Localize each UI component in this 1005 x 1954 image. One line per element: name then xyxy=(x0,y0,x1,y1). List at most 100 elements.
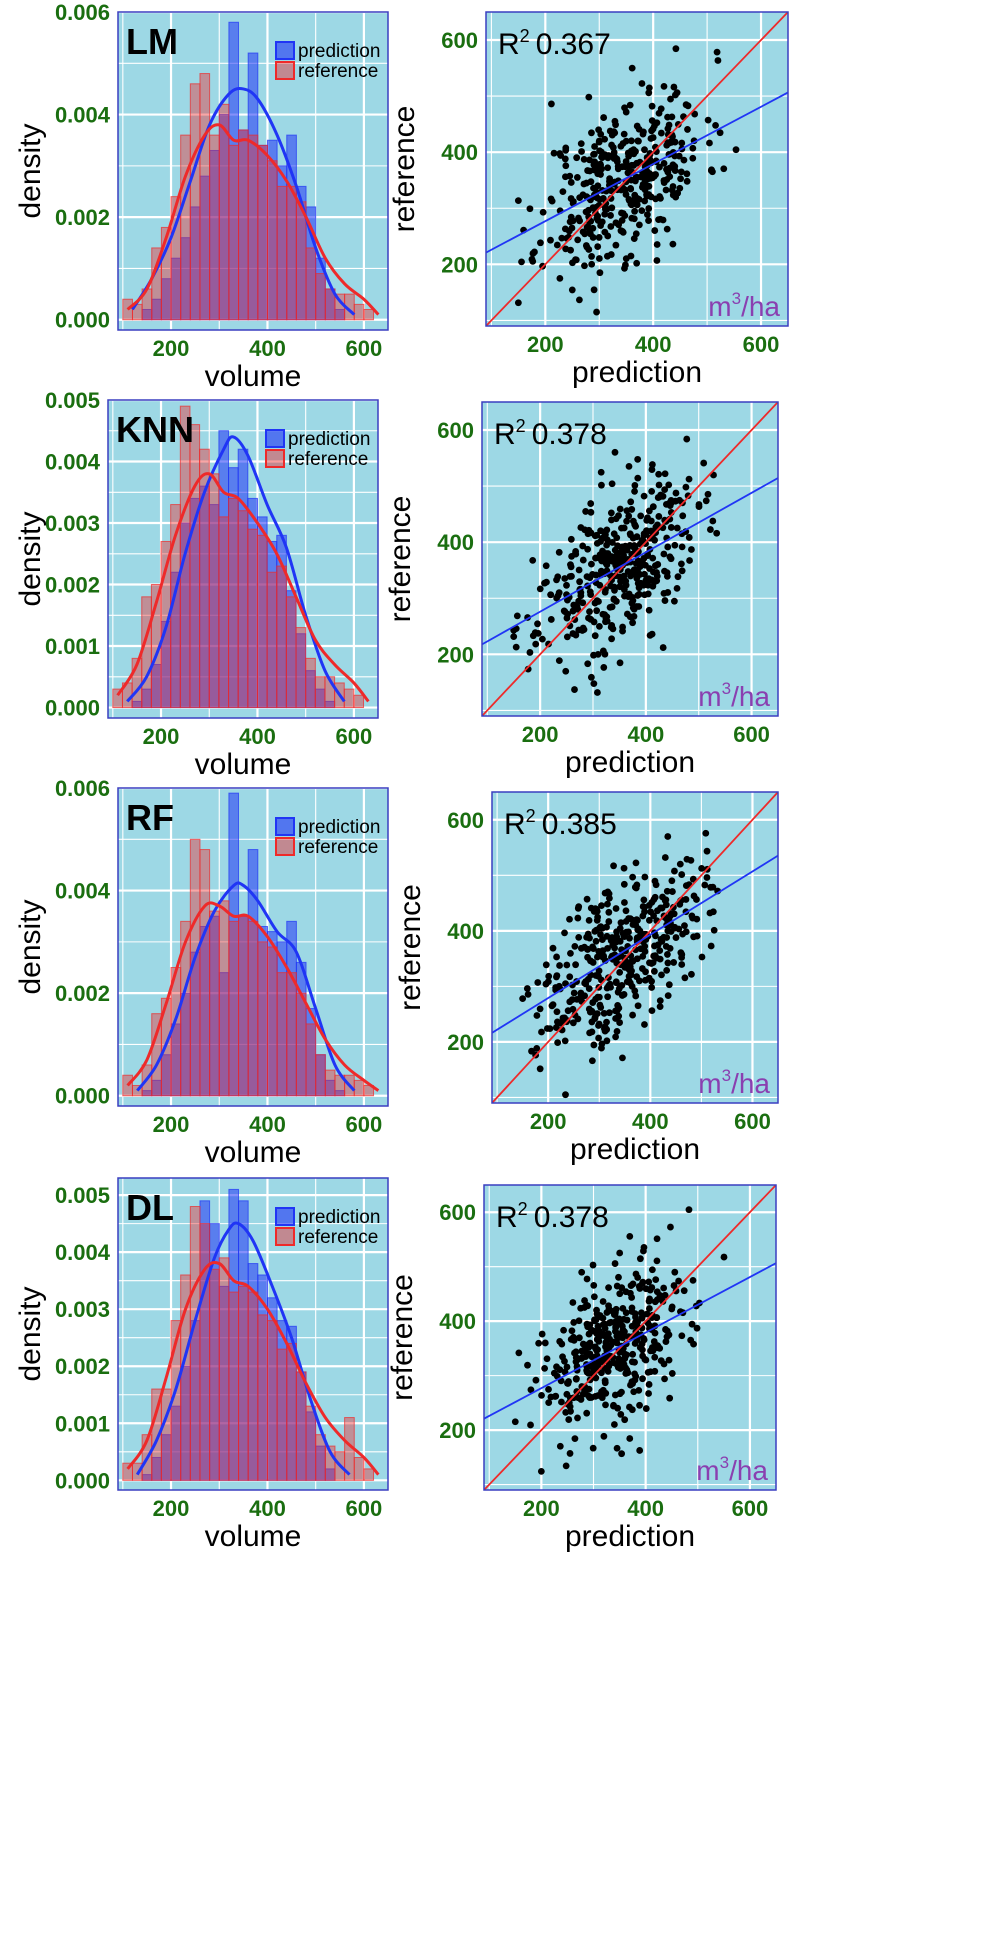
data-point xyxy=(588,260,596,268)
data-point xyxy=(686,557,693,564)
data-point xyxy=(592,995,600,1003)
reference-bar xyxy=(295,1371,307,1481)
data-point xyxy=(570,989,578,997)
data-point xyxy=(532,640,540,648)
data-point xyxy=(635,221,643,229)
prediction-density-curve xyxy=(136,881,356,1092)
unit-sup: 3 xyxy=(720,1453,729,1472)
data-point xyxy=(568,552,575,560)
data-point xyxy=(602,559,610,567)
x-tick-label: 400 xyxy=(632,1109,669,1134)
data-point xyxy=(583,1409,591,1417)
data-point xyxy=(622,191,630,198)
data-point xyxy=(610,583,618,591)
data-point xyxy=(653,1344,661,1352)
identity-line xyxy=(484,1185,776,1490)
data-point xyxy=(574,236,582,244)
data-point xyxy=(585,246,593,253)
data-point xyxy=(652,881,660,889)
data-point xyxy=(622,917,630,925)
data-point xyxy=(676,900,684,908)
data-point xyxy=(608,480,616,488)
data-point xyxy=(646,150,654,157)
data-point xyxy=(663,966,671,974)
data-point xyxy=(562,173,569,181)
data-point xyxy=(619,623,626,631)
data-point xyxy=(561,929,568,937)
y-tick-label: 0.001 xyxy=(55,1411,110,1436)
data-point xyxy=(617,227,625,235)
data-point xyxy=(666,499,673,507)
prediction-density-curve xyxy=(126,435,346,703)
data-point xyxy=(655,470,663,478)
data-point xyxy=(706,139,713,147)
y-tick-label: 400 xyxy=(447,919,484,944)
reference-bar xyxy=(237,510,249,709)
data-point xyxy=(660,159,668,167)
data-point xyxy=(639,1346,646,1354)
data-point xyxy=(593,953,601,961)
data-point xyxy=(581,1297,588,1304)
data-point xyxy=(638,1280,646,1288)
data-point xyxy=(647,908,655,916)
prediction-density-curve xyxy=(135,1221,351,1476)
data-point xyxy=(581,262,588,270)
data-point xyxy=(562,245,570,253)
data-point xyxy=(669,183,677,190)
data-point xyxy=(622,1288,630,1296)
data-point xyxy=(666,1394,674,1402)
data-point xyxy=(689,914,697,922)
unit-label: m3/ha xyxy=(696,1453,768,1486)
data-point xyxy=(649,503,657,511)
data-point xyxy=(675,925,683,933)
reference-bar xyxy=(305,1405,317,1481)
y-tick-label: 0.002 xyxy=(55,205,110,230)
data-point xyxy=(698,864,706,872)
data-point xyxy=(589,1261,597,1269)
reference-bar xyxy=(199,1223,211,1481)
data-point xyxy=(636,1255,644,1263)
data-point xyxy=(691,110,699,118)
data-point xyxy=(619,543,626,551)
data-point xyxy=(625,152,633,160)
data-point xyxy=(679,930,687,938)
r-squared-value: 0.378 xyxy=(534,1201,609,1234)
data-point xyxy=(631,487,638,495)
data-point xyxy=(593,607,601,615)
data-point xyxy=(664,951,671,958)
data-point xyxy=(706,909,714,917)
data-point xyxy=(701,881,709,889)
data-point xyxy=(606,175,614,183)
data-point xyxy=(645,1390,652,1397)
data-point xyxy=(625,512,633,520)
reference-bar xyxy=(247,1291,259,1481)
data-point xyxy=(631,1358,638,1366)
data-point xyxy=(622,907,630,915)
data-point xyxy=(712,121,719,129)
data-point xyxy=(613,534,621,542)
data-point xyxy=(616,968,624,976)
data-point xyxy=(571,1435,579,1443)
data-point xyxy=(553,953,560,961)
data-point xyxy=(689,875,697,883)
data-point xyxy=(643,516,651,524)
data-point xyxy=(680,1287,688,1295)
data-point xyxy=(648,1007,656,1015)
y-tick-label: 0.002 xyxy=(45,573,100,598)
data-point xyxy=(600,664,608,671)
panel-title: LM xyxy=(126,21,178,62)
data-point xyxy=(693,1324,701,1332)
data-point xyxy=(608,204,616,212)
data-point xyxy=(603,1037,611,1045)
regression-line xyxy=(484,1262,776,1420)
y-tick-label: 600 xyxy=(447,808,484,833)
x-axis-label: volume xyxy=(205,1520,302,1553)
data-point xyxy=(564,1400,572,1408)
data-point xyxy=(677,560,685,568)
reference-bar xyxy=(295,992,307,1097)
data-point xyxy=(585,526,593,534)
data-point xyxy=(591,1317,598,1325)
r-squared-letter: R xyxy=(504,808,526,841)
y-tick-label: 600 xyxy=(439,1200,476,1225)
